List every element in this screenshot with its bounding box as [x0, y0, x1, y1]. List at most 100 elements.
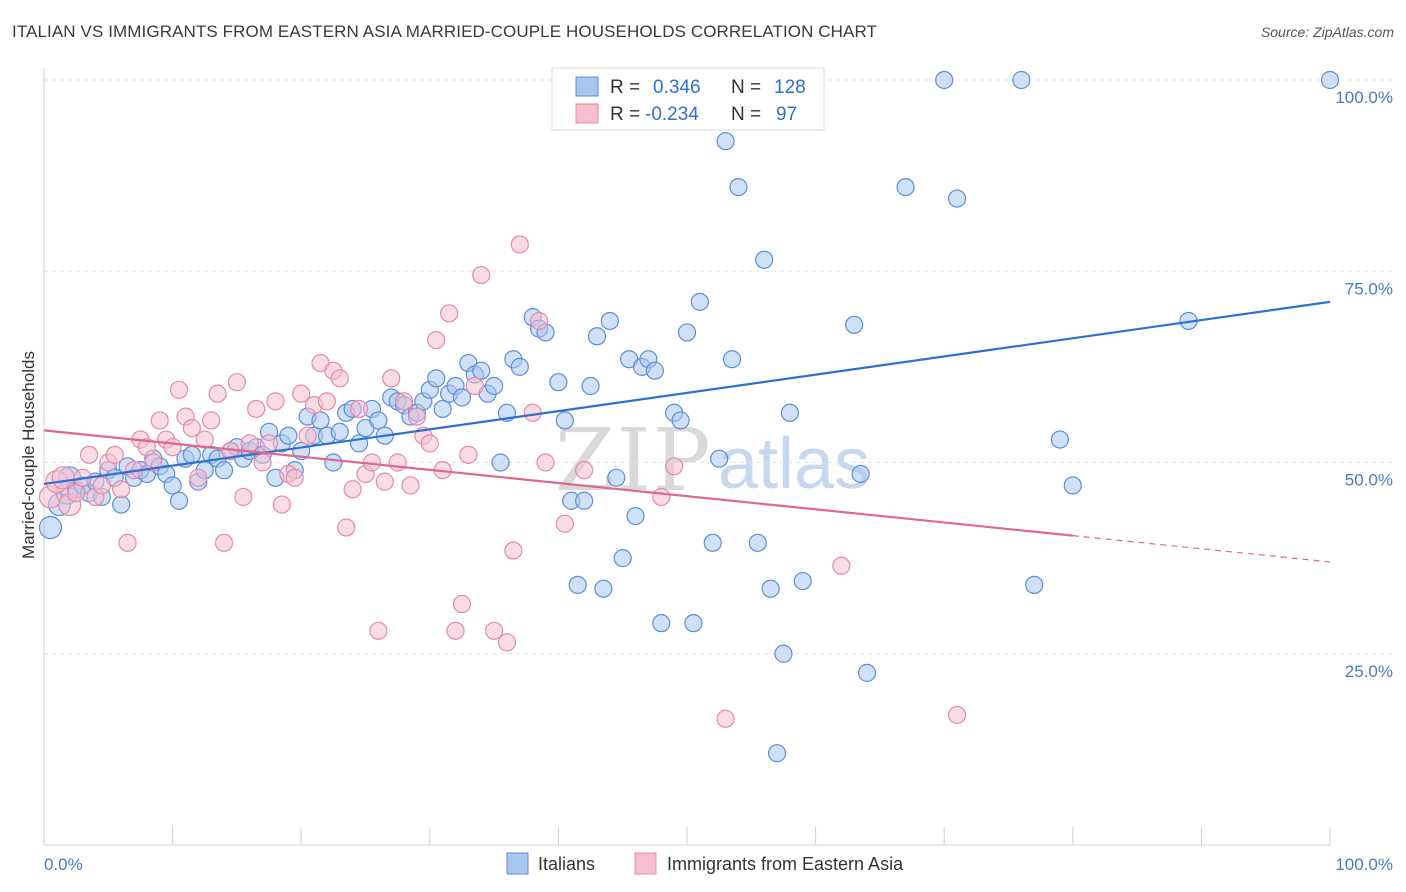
- eastern-asia-point-78: [665, 457, 684, 476]
- eastern-asia-point-24: [195, 430, 214, 449]
- italians-point-77: [549, 373, 568, 392]
- eastern-asia-point-39: [292, 384, 311, 403]
- legend-r-label-2: R =: [610, 104, 640, 125]
- italians-point-45: [330, 422, 349, 441]
- eastern-asia-point-75: [555, 514, 574, 533]
- bottom-legend-label-eastern-asia: Immigrants from Eastern Asia: [667, 854, 904, 874]
- italians-point-11: [112, 495, 131, 514]
- eastern-asia-point-70: [504, 541, 523, 560]
- italians-point-0: [38, 515, 63, 540]
- chart-title: ITALIAN VS IMMIGRANTS FROM EASTERN ASIA …: [12, 22, 878, 41]
- eastern-asia-point-4: [67, 484, 86, 503]
- bottom-legend: Italians Immigrants from Eastern Asia: [506, 852, 904, 875]
- italians-point-102: [722, 350, 742, 369]
- gridlines: [44, 79, 1393, 655]
- eastern-asia-point-36: [272, 495, 292, 514]
- eastern-asia-point-60: [427, 331, 446, 350]
- italians-point-109: [774, 644, 793, 663]
- italians-point-37: [279, 426, 298, 445]
- italians-point-101: [716, 132, 735, 151]
- x-tick-label-min: 0.0%: [44, 855, 83, 874]
- eastern-asia-point-15: [137, 438, 156, 457]
- italians-point-81: [575, 491, 594, 510]
- series-eastern-asia-points: [38, 235, 967, 728]
- eastern-asia-point-30: [234, 487, 253, 507]
- eastern-asia-point-6: [79, 445, 99, 464]
- y-tick-label-50: 50.0%: [1345, 471, 1393, 490]
- eastern-asia-point-2: [51, 466, 75, 490]
- italians-point-123: [1320, 70, 1340, 90]
- italians-point-20: [169, 491, 189, 510]
- trendline-0: [43, 300, 1331, 486]
- italians-point-119: [1025, 575, 1044, 595]
- x-tick-label-max: 100.0%: [1335, 855, 1393, 874]
- eastern-asia-point-32: [247, 399, 266, 419]
- italians-point-70: [491, 453, 510, 472]
- italians-point-27: [214, 461, 234, 480]
- italians-point-60: [427, 369, 446, 388]
- italians-point-116: [935, 70, 954, 90]
- italians-point-61: [433, 399, 452, 419]
- italians-point-51: [369, 411, 388, 430]
- italians-point-82: [581, 376, 600, 396]
- y-tick-labels: 25.0% 50.0% 75.0% 100.0%: [1335, 88, 1393, 681]
- italians-point-100: [710, 449, 729, 468]
- eastern-asia-point-40: [298, 426, 317, 445]
- eastern-asia-point-11: [112, 480, 131, 499]
- legend-r-value-2: -0.234: [645, 104, 699, 125]
- source-label: Source: ZipAtlas.com: [1260, 24, 1394, 40]
- eastern-asia-point-29: [227, 373, 246, 392]
- legend-n-value-1: 128: [774, 77, 806, 98]
- eastern-asia-point-45: [330, 369, 349, 388]
- eastern-asia-point-43: [317, 392, 337, 411]
- eastern-asia-point-80: [832, 556, 851, 575]
- eastern-asia-point-77: [652, 487, 671, 507]
- italians-point-108: [767, 744, 787, 763]
- eastern-asia-point-34: [259, 434, 279, 453]
- italians-point-107: [761, 579, 780, 598]
- eastern-asia-point-26: [208, 384, 227, 403]
- y-tick-label-100: 100.0%: [1335, 88, 1393, 107]
- eastern-asia-point-57: [407, 407, 427, 426]
- italians-point-111: [793, 571, 812, 591]
- eastern-asia-point-35: [266, 392, 285, 411]
- italians-point-22: [182, 445, 201, 464]
- italians-point-93: [652, 614, 671, 633]
- y-tick-label-25: 25.0%: [1345, 662, 1393, 681]
- italians-point-106: [755, 250, 774, 269]
- italians-point-95: [671, 411, 690, 430]
- eastern-asia-point-69: [497, 633, 517, 652]
- eastern-asia-point-19: [163, 438, 182, 457]
- italians-point-105: [748, 533, 767, 552]
- eastern-asia-point-64: [452, 594, 472, 614]
- trendlines: [43, 300, 1331, 563]
- eastern-asia-point-27: [214, 533, 234, 552]
- eastern-asia-point-65: [459, 445, 478, 464]
- eastern-asia-point-33: [253, 453, 272, 472]
- legend-swatch-italians: [575, 76, 599, 97]
- eastern-asia-point-67: [472, 265, 491, 285]
- trendline-1-dashed: [1072, 535, 1331, 563]
- italians-point-73: [510, 357, 529, 376]
- eastern-asia-point-8: [92, 476, 111, 495]
- italians-point-67: [472, 361, 491, 380]
- eastern-asia-point-46: [337, 518, 356, 537]
- italians-point-85: [600, 311, 619, 331]
- eastern-asia-point-48: [349, 399, 369, 419]
- italians-point-99: [703, 533, 722, 552]
- legend-n-value-2: 97: [776, 104, 797, 125]
- italians-point-103: [729, 178, 748, 197]
- eastern-asia-point-53: [382, 369, 401, 388]
- italians-point-120: [1050, 430, 1070, 449]
- eastern-asia-point-54: [388, 453, 407, 472]
- eastern-asia-point-81: [947, 705, 967, 725]
- eastern-asia-point-66: [465, 376, 484, 396]
- eastern-asia-point-12: [118, 533, 137, 552]
- italians-point-83: [587, 327, 607, 346]
- italians-point-80: [568, 575, 587, 595]
- eastern-asia-point-20: [169, 380, 189, 399]
- trendline-1-solid: [43, 429, 1073, 537]
- eastern-asia-point-59: [420, 434, 439, 453]
- italians-point-78: [555, 411, 574, 430]
